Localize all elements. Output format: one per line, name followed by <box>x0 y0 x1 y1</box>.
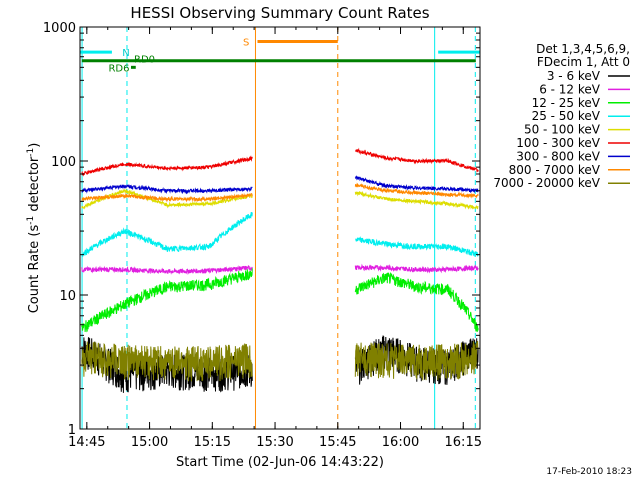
series-line <box>355 147 479 173</box>
s-flag-label: S <box>243 37 249 48</box>
legend-label: 300 - 800 keV <box>516 149 600 163</box>
legend-header-line1: Det 1,3,4,5,6,9, <box>536 42 630 56</box>
series-line <box>81 341 253 382</box>
series-line <box>81 155 253 177</box>
x-tick-label: 15:30 <box>256 435 293 450</box>
rd6-flag-label: RD6 <box>108 63 129 74</box>
n-flag-label: N <box>122 48 129 59</box>
series-trace <box>81 182 479 203</box>
legend-label: 12 - 25 keV <box>532 96 601 110</box>
series-trace <box>81 188 479 210</box>
x-tick-label: 14:45 <box>68 435 105 450</box>
legend-label: 100 - 300 keV <box>516 136 600 150</box>
x-tick-label: 15:45 <box>319 435 356 450</box>
legend: Det 1,3,4,5,6,9, FDecim 1, Att 0 3 - 6 k… <box>493 42 630 190</box>
series-line <box>81 192 253 203</box>
series-trace <box>81 340 479 382</box>
series-trace <box>81 263 479 276</box>
y-tick-label: 100 <box>51 155 76 170</box>
chart-title: HESSI Observing Summary Count Rates <box>130 4 429 22</box>
legend-label: 3 - 6 keV <box>547 69 601 83</box>
series-line <box>354 263 479 274</box>
series-line <box>354 340 479 381</box>
series-line <box>355 236 479 258</box>
y-tick-label: 10 <box>59 289 76 304</box>
series-line <box>354 175 479 194</box>
y-tick-label: 1 <box>68 423 76 438</box>
series-line <box>81 211 253 257</box>
legend-label: 25 - 50 keV <box>532 109 601 123</box>
series-line <box>81 268 253 333</box>
series-trace <box>81 268 479 333</box>
series-line <box>354 182 479 199</box>
x-tick-label: 15:15 <box>194 435 231 450</box>
series-line <box>81 184 253 195</box>
series-trace <box>81 211 479 258</box>
plot-layer: N RD0 RD6 S <box>80 27 480 429</box>
y-tick-label: 1000 <box>43 21 76 36</box>
plot-frame <box>79 26 481 430</box>
x-tick-label: 16:00 <box>382 435 419 450</box>
series-line <box>81 265 253 276</box>
x-axis: 14:45 15:00 15:15 15:30 15:45 16:00 16:15 <box>68 27 482 450</box>
series-line <box>354 190 479 210</box>
series-line <box>354 271 479 332</box>
series-line <box>81 188 253 210</box>
legend-label: 50 - 100 keV <box>524 123 601 137</box>
generated-timestamp: 17-Feb-2010 18:23 <box>546 467 632 477</box>
legend-label: 800 - 7000 keV <box>509 163 601 177</box>
x-tick-label: 15:00 <box>131 435 168 450</box>
series-trace <box>81 147 479 177</box>
y-axis: 1 10 100 1000 <box>43 21 480 438</box>
rd0-flag-label: RD0 <box>134 55 155 66</box>
x-axis-label: Start Time (02-Jun-06 14:43:22) <box>176 455 384 470</box>
series-trace <box>81 175 479 195</box>
x-tick-label: 16:15 <box>445 435 482 450</box>
legend-label: 6 - 12 keV <box>539 82 601 96</box>
y-axis-label: Count Rate (s-1 detector-1) <box>26 143 42 314</box>
legend-label: 7000 - 20000 keV <box>493 176 600 190</box>
legend-header-line2: FDecim 1, Att 0 <box>537 55 630 69</box>
